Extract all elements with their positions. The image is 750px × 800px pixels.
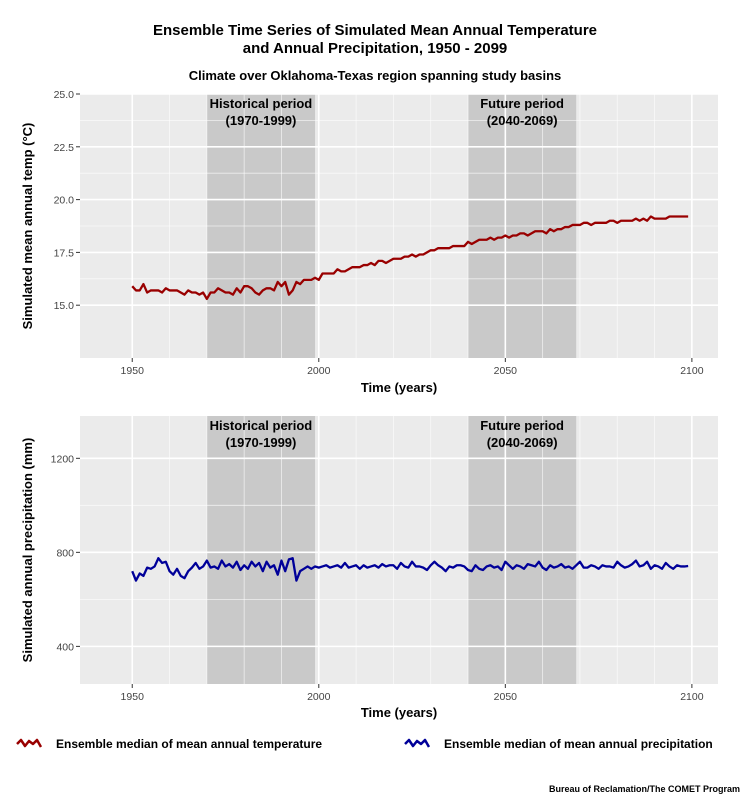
legend-temperature-swatch [16, 738, 42, 748]
precip-y-axis-label: Simulated annual precipitation (mm) [20, 438, 35, 663]
precip-x-axis-label: Time (years) [361, 705, 437, 720]
precip-x-tick-label: 2100 [680, 691, 704, 703]
temp-x-tick-label: 1950 [121, 365, 145, 377]
temp-period-label-0-line1: Historical period [210, 96, 313, 111]
precip-panel-background [80, 416, 718, 684]
precip-period-label-1-line1: Future period [480, 418, 564, 433]
precip-period-label-0-line2: (1970-1999) [226, 435, 297, 450]
temp-y-tick-label: 17.5 [54, 247, 75, 259]
precip-shaded-period-1 [468, 416, 577, 684]
temp-y-tick-label: 15.0 [54, 300, 75, 312]
legend-temperature-label: Ensemble median of mean annual temperatu… [56, 737, 323, 751]
temp-series-line-0 [131, 215, 689, 301]
precip-shaded-period-0 [206, 416, 316, 684]
precip-x-tick-label: 2050 [494, 691, 518, 703]
temp-y-axis-label: Simulated mean annual temp (°C) [20, 123, 35, 330]
temp-x-tick-label: 2100 [680, 365, 704, 377]
temp-x-tick-label: 2000 [307, 365, 331, 377]
temp-period-label-0-line2: (1970-1999) [226, 113, 297, 128]
precip-y-tick-label: 1200 [51, 453, 75, 465]
chart-subtitle: Climate over Oklahoma-Texas region spann… [188, 68, 562, 83]
precip-x-tick-label: 2000 [307, 691, 331, 703]
legend-temperature: Ensemble median of mean annual temperatu… [16, 735, 322, 753]
precip-y-tick-label: 400 [56, 641, 74, 653]
temp-y-tick-label: 25.0 [54, 89, 75, 101]
temp-y-tick-label: 20.0 [54, 195, 75, 207]
credit-text: Bureau of Reclamation/The COMET Program [548, 784, 740, 794]
chart-title-line2: and Annual Precipitation, 1950 - 2099 [242, 40, 508, 57]
temp-period-label-1-line2: (2040-2069) [487, 113, 558, 128]
temp-x-tick-label: 2050 [494, 365, 518, 377]
temp-x-axis-label: Time (years) [361, 380, 437, 395]
temp-y-tick-label: 22.5 [54, 142, 75, 154]
legend-precipitation-label: Ensemble median of mean annual precipita… [444, 737, 713, 751]
legend-precipitation: Ensemble median of mean annual precipita… [404, 735, 713, 753]
precip-series-line-0 [131, 557, 689, 582]
precip-x-tick-label: 1950 [121, 691, 145, 703]
temp-period-label-1-line1: Future period [480, 96, 564, 111]
precip-period-label-0-line1: Historical period [210, 418, 313, 433]
chart-title-line1: Ensemble Time Series of Simulated Mean A… [152, 22, 598, 39]
legend-precipitation-swatch [404, 738, 430, 748]
precip-period-label-1-line2: (2040-2069) [487, 435, 558, 450]
precip-y-tick-label: 800 [56, 547, 74, 559]
